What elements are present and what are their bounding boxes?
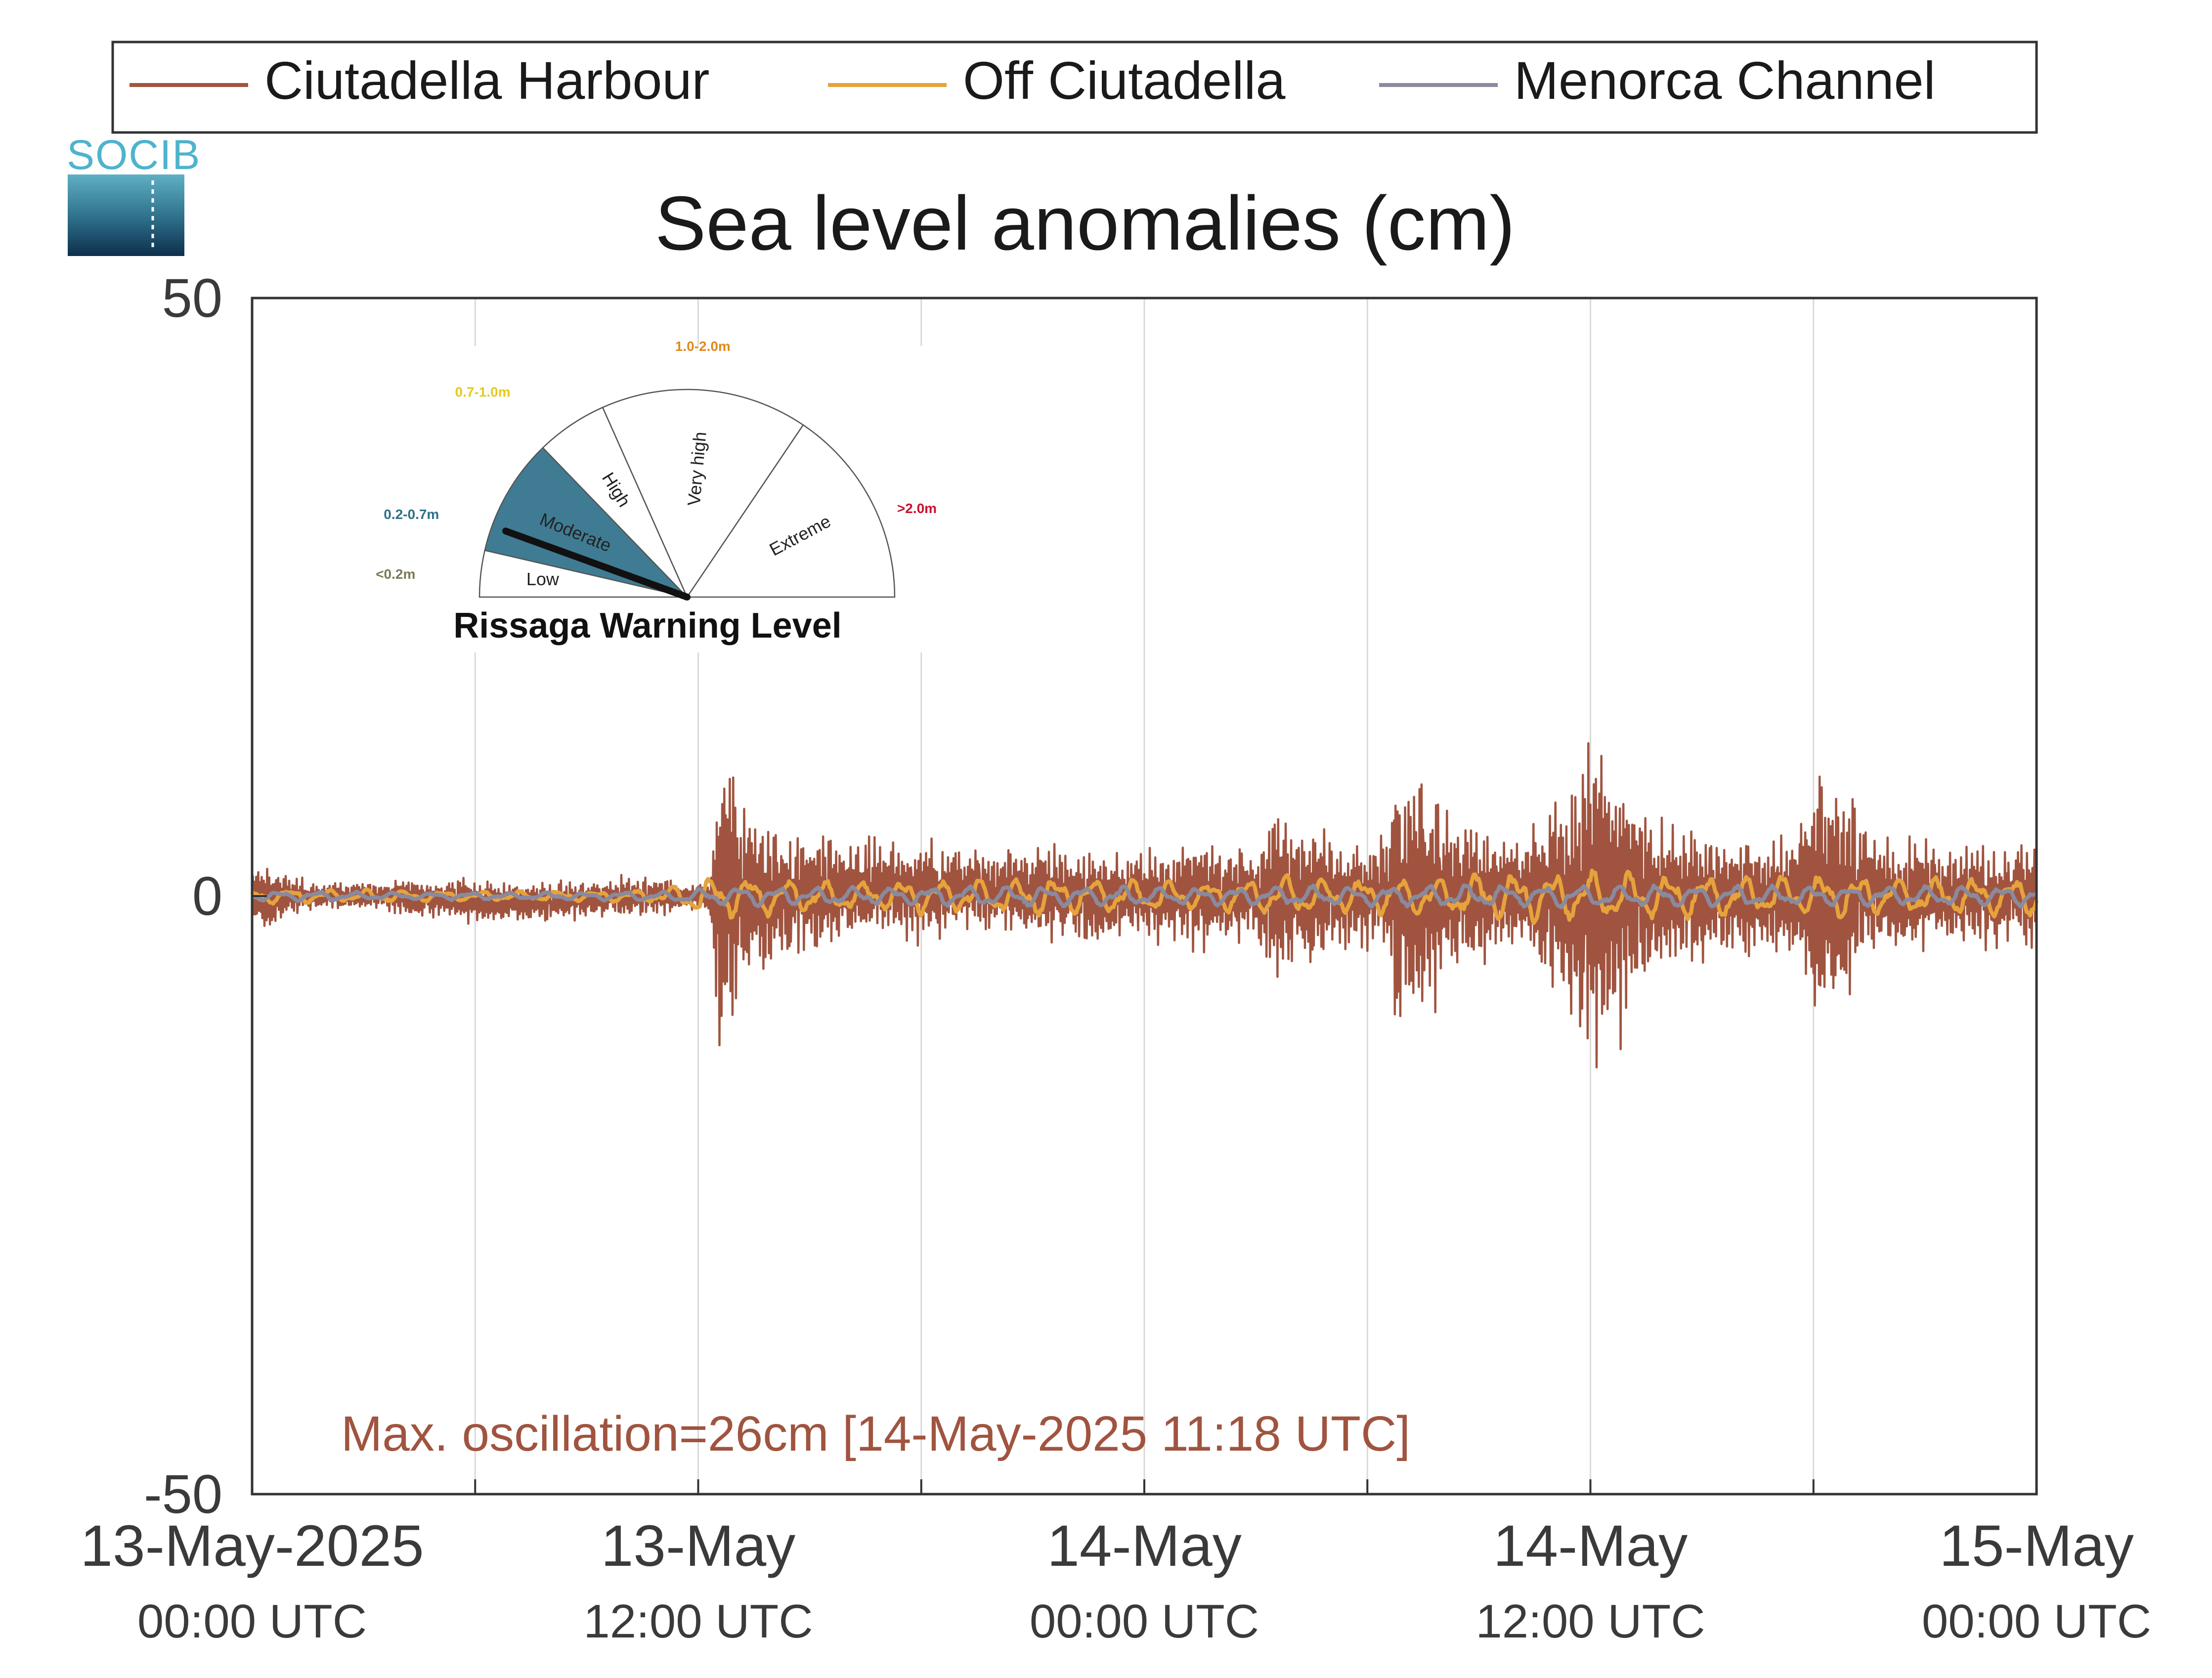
max-oscillation-annotation: Max. oscillation=26cm [14-May-2025 11:18… (341, 1406, 1410, 1462)
x-tick-time-label: 00:00 UTC (137, 1595, 367, 1648)
legend: Ciutadella Harbour Off Ciutadella Menorc… (111, 41, 2038, 134)
rissaga-warning-gauge: Low<0.2mModerate0.2-0.7mHigh0.7-1.0mVery… (376, 339, 937, 652)
chart-title: Sea level anomalies (cm) (655, 180, 1515, 266)
gauge-range-label: <0.2m (376, 566, 415, 582)
series-line-menorca-channel (252, 883, 2037, 909)
socib-logo-text: SOCIB (67, 131, 201, 178)
legend-label-ciutadella-harbour: Ciutadella Harbour (264, 50, 710, 110)
legend-entry-off-ciutadella[interactable]: Off Ciutadella (828, 50, 1286, 110)
gauge-sector-high (542, 406, 688, 598)
legend-box (111, 41, 2038, 134)
legend-label-menorca-channel: Menorca Channel (1514, 50, 1936, 110)
x-tick-time-label: 00:00 UTC (1922, 1595, 2151, 1648)
socib-logo: SOCIB (67, 131, 201, 256)
gauge-range-label: 0.7-1.0m (455, 385, 511, 400)
gauge-range-label: >2.0m (897, 501, 937, 516)
gauge-range-label: 0.2-0.7m (384, 507, 439, 522)
socib-logo-wave (68, 174, 184, 256)
gauge-needle (502, 527, 691, 601)
y-tick-label: 0 (192, 866, 222, 927)
x-tick-date-label: 13-May-2025 (80, 1513, 424, 1579)
x-axis: 13-May-2025 00:00 UTC 13-May 12:00 UTC 14-Ma… (80, 1479, 2151, 1648)
gauge-range-label: 1.0-2.0m (675, 339, 731, 354)
legend-label-off-ciutadella: Off Ciutadella (963, 50, 1286, 110)
legend-entry-menorca-channel[interactable]: Menorca Channel (1379, 50, 1936, 110)
legend-entry-ciutadella-harbour[interactable]: Ciutadella Harbour (130, 50, 710, 110)
gauge-title: Rissaga Warning Level (453, 606, 842, 645)
x-tick-date-label: 13-May (601, 1513, 795, 1579)
x-tick-time-label: 00:00 UTC (1030, 1595, 1259, 1648)
gauge-sector-very-high (602, 388, 804, 599)
gauge-sector-extreme (686, 424, 896, 598)
gauge-sector-moderate (484, 447, 689, 599)
y-tick-label: -50 (144, 1464, 222, 1525)
x-tick-date-label: 14-May (1493, 1513, 1688, 1579)
x-tick-date-label: 15-May (1939, 1513, 2133, 1579)
x-tick-time-label: 12:00 UTC (583, 1595, 813, 1648)
series-layer (250, 742, 2039, 1069)
y-axis: -50 0 50 (144, 268, 267, 1525)
gauge-level-label: Low (526, 569, 560, 589)
x-tick-date-label: 14-May (1047, 1513, 1241, 1579)
x-tick-time-label: 12:00 UTC (1475, 1595, 1705, 1648)
y-tick-label: 50 (162, 268, 222, 329)
